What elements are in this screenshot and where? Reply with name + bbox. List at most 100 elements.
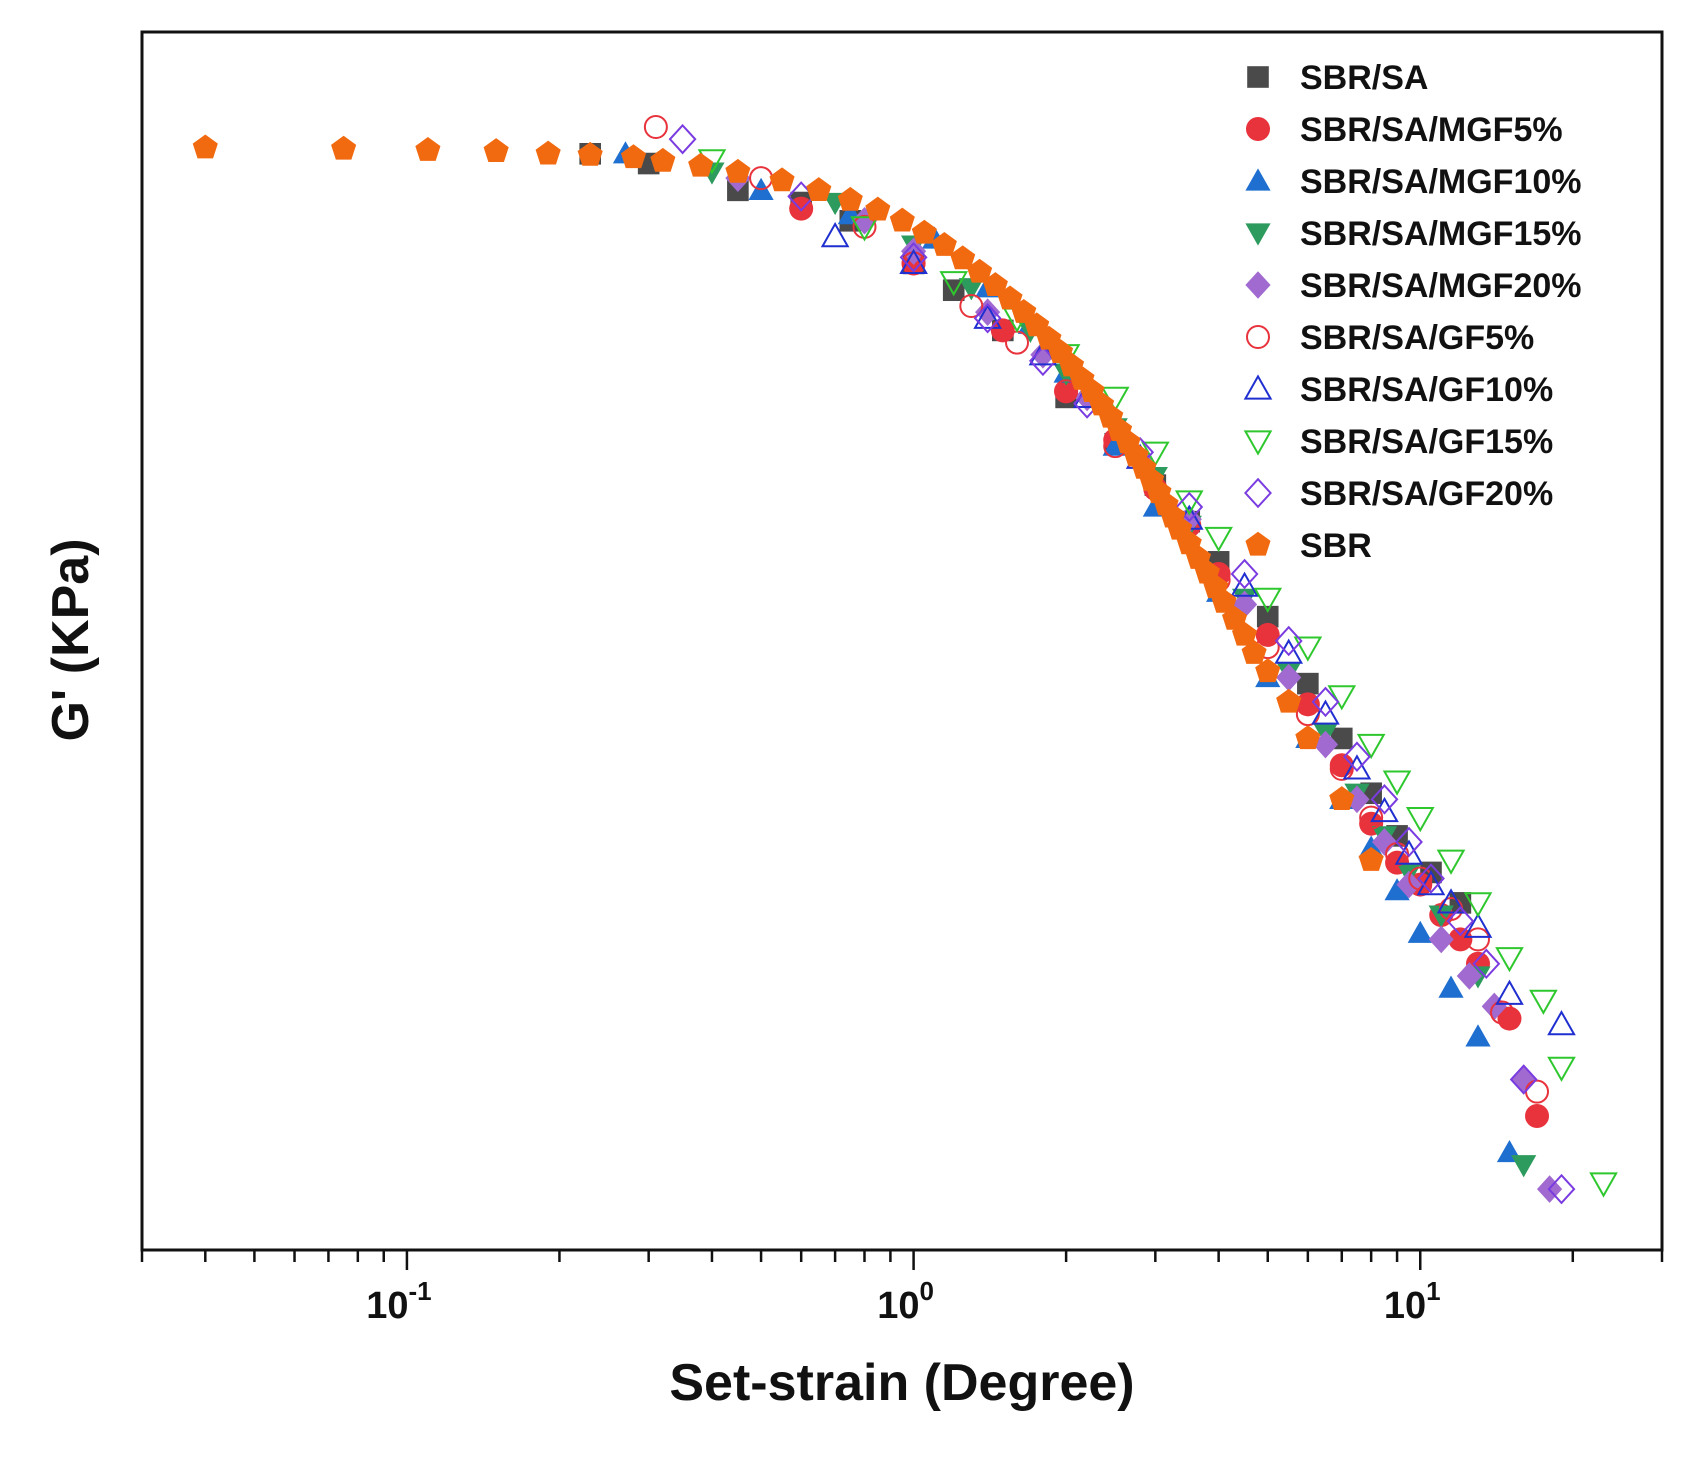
data-point: [1230, 558, 1259, 590]
data-point: [650, 147, 676, 172]
data-point: [1293, 636, 1323, 662]
data-point: [1295, 692, 1320, 717]
data-point: [1495, 947, 1524, 973]
data-point: [973, 302, 1002, 334]
data-point: [1436, 849, 1466, 875]
data-point: [1311, 686, 1340, 718]
data-point: [1495, 979, 1524, 1005]
legend-marker: [1245, 531, 1271, 556]
legend-label: SBR/SA/MGF20%: [1300, 267, 1582, 305]
data-point: [865, 196, 891, 221]
data-point: [820, 221, 850, 248]
data-point: [806, 177, 832, 202]
data-point: [1276, 688, 1302, 713]
x-axis: 10-1 100 101: [140, 1250, 1664, 1327]
data-point: [1231, 621, 1258, 646]
data-point: [1255, 658, 1281, 683]
data-point: [1417, 863, 1445, 894]
data-point: [1395, 826, 1423, 858]
data-point: [1394, 839, 1424, 865]
data-point: [1356, 733, 1386, 760]
data-point: [899, 248, 928, 275]
data-point: [1547, 1173, 1576, 1205]
data-point: [1329, 756, 1354, 781]
data-point: [1436, 888, 1466, 914]
legend-label: SBR: [1300, 527, 1372, 565]
data-point: [1141, 441, 1170, 467]
legend: SBR/SA SBR/SA/MGF5% SBR/SA/MGF10% SBR/SA/MG…: [1243, 59, 1582, 565]
data-point: [899, 242, 928, 273]
legend-item: SBR/SA/MGF10%: [1245, 163, 1582, 201]
data-point: [1256, 605, 1279, 628]
data-point: [1463, 912, 1493, 938]
data-point: [1342, 754, 1372, 780]
data-point: [1005, 330, 1030, 355]
legend-marker: [1245, 271, 1271, 299]
legend-marker: [1243, 430, 1273, 456]
x-tick-label: 10-1: [366, 1276, 431, 1327]
legend-label: SBR/SA: [1300, 59, 1428, 97]
data-point: [1204, 526, 1233, 553]
data-point: [1547, 1010, 1576, 1036]
data-point: [1274, 625, 1303, 657]
data-point: [837, 186, 863, 211]
data-point: [959, 294, 984, 319]
data-point: [997, 285, 1023, 310]
data-point: [1405, 807, 1435, 833]
data-point: [1211, 588, 1237, 613]
data-point: [535, 140, 561, 165]
legend-item: SBR/SA/GF15%: [1243, 423, 1553, 461]
data-point: [1370, 784, 1399, 815]
data-point: [950, 245, 976, 270]
legend-label: SBR/SA/GF5%: [1300, 319, 1534, 357]
data-point: [192, 134, 218, 159]
data-point: [688, 152, 714, 177]
legend-item: SBR/SA/GF10%: [1243, 371, 1553, 409]
data-point: [1253, 587, 1283, 613]
data-point: [1221, 605, 1248, 630]
data-point: [1511, 1065, 1537, 1094]
data-point: [1509, 1064, 1538, 1095]
data-point: [1343, 741, 1371, 772]
data-point: [1311, 699, 1340, 725]
series-sbr: [192, 134, 1384, 871]
data-point: [1497, 1006, 1522, 1031]
plot-frame: [140, 30, 1664, 1252]
data-point: [1030, 340, 1056, 369]
data-point: [1274, 638, 1304, 664]
legend-item: SBR/SA: [1247, 59, 1428, 97]
data-point: [975, 298, 1001, 326]
data-point: [620, 144, 647, 169]
data-point: [1276, 663, 1302, 692]
data-point: [1511, 1155, 1537, 1178]
data-point: [1446, 905, 1475, 937]
data-point: [889, 207, 915, 232]
data-point: [415, 136, 441, 161]
data-point: [911, 219, 937, 244]
data-point: [982, 272, 1008, 297]
data-point: [1255, 622, 1280, 647]
data-point: [1175, 491, 1204, 523]
legend-marker: [1245, 168, 1271, 191]
legend-marker: [1244, 477, 1272, 509]
data-point: [1490, 1000, 1515, 1025]
data-point: [725, 158, 751, 183]
legend-marker: [1246, 325, 1270, 349]
data-point: [1589, 1172, 1618, 1198]
data-point: [1054, 379, 1079, 404]
x-axis-title: Set-strain (Degree): [669, 1354, 1134, 1412]
legend-label: SBR/SA/GF20%: [1300, 475, 1553, 513]
data-point: [1327, 685, 1357, 711]
data-point: [1384, 878, 1410, 901]
data-point: [1295, 725, 1321, 750]
data-point: [1370, 796, 1399, 823]
data-point: [643, 115, 668, 140]
data-point: [769, 167, 795, 192]
data-point: [1465, 927, 1490, 952]
data-point: [1371, 828, 1398, 856]
data-point: [967, 258, 993, 283]
legend-marker: [1243, 374, 1273, 400]
x-tick-label: 101: [1384, 1276, 1441, 1327]
series-sbr-sa-gf5-: [643, 115, 1550, 1104]
legend-label: SBR/SA/GF10%: [1300, 371, 1553, 409]
